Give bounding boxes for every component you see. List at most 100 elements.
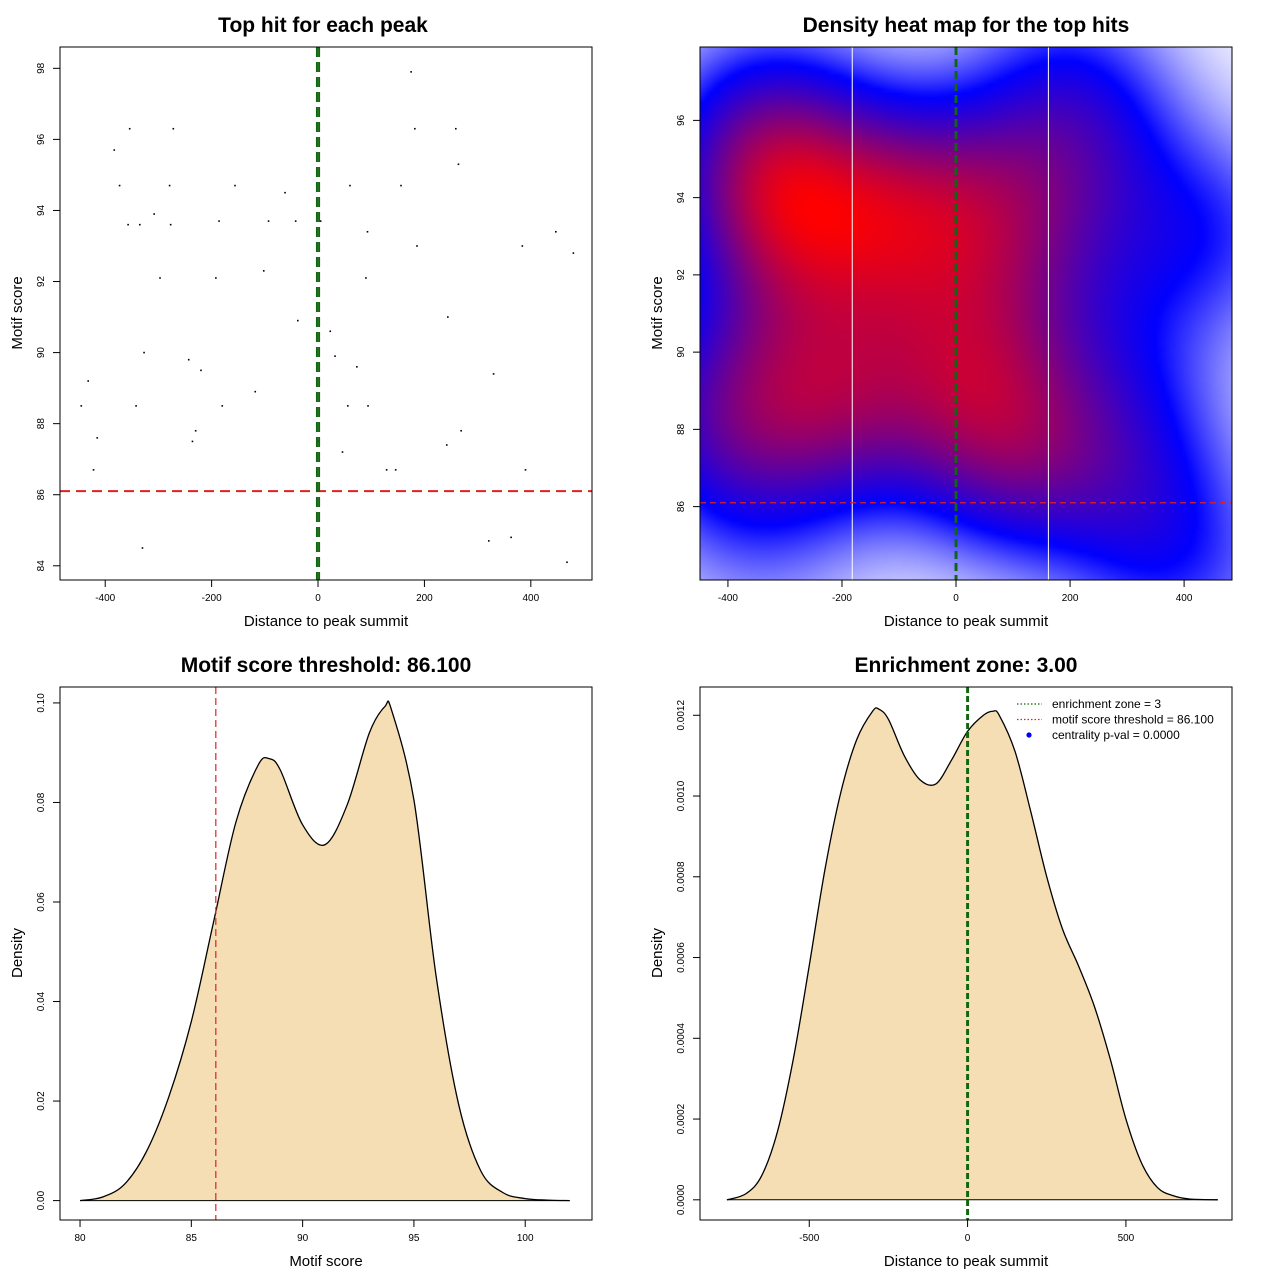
x-tick-label: -500 — [799, 1233, 819, 1244]
data-point — [153, 213, 155, 215]
data-point — [566, 561, 568, 564]
y-tick-label: 92 — [676, 269, 687, 281]
data-point — [457, 163, 460, 166]
data-point — [92, 469, 95, 471]
y-tick-label: 88 — [36, 418, 47, 430]
data-point — [221, 405, 224, 407]
x-tick-label: -200 — [202, 593, 222, 604]
data-point — [521, 245, 524, 247]
chart-title: Density heat map for the top hits — [803, 14, 1130, 37]
data-point — [128, 127, 131, 130]
y-tick-label: 96 — [676, 114, 687, 126]
data-point — [460, 429, 462, 432]
y-tick-label: 94 — [36, 204, 47, 216]
y-axis-label: Motif score — [649, 276, 666, 349]
heatmap-panel: -400 -200 0 200 400 86 88 90 92 94 96 Density heat … — [649, 14, 1233, 630]
data-point — [284, 191, 286, 194]
y-tick-label: 0.0002 — [676, 1103, 687, 1134]
data-point — [445, 444, 448, 446]
data-point — [267, 220, 270, 222]
plot-frame — [59, 686, 593, 1221]
data-point — [139, 223, 141, 226]
x-tick-label: 200 — [1062, 593, 1079, 604]
y-tick-label: 88 — [676, 423, 687, 435]
density-heatmap-image — [700, 47, 1232, 580]
y-tick-label: 92 — [36, 276, 47, 288]
y-tick-label: 0.00 — [36, 1190, 47, 1210]
data-point — [218, 220, 220, 222]
y-tick-label: 86 — [676, 501, 687, 513]
x-tick-label: 90 — [297, 1233, 309, 1244]
legend-label: enrichment zone = 3 — [1052, 697, 1161, 711]
x-tick-label: 0 — [965, 1233, 971, 1244]
y-tick-label: 0.02 — [36, 1091, 47, 1111]
data-point — [187, 358, 190, 361]
x-tick-label: -400 — [718, 593, 738, 604]
data-point — [194, 429, 197, 432]
x-tick-label: 400 — [1176, 593, 1193, 604]
y-tick-label: 0.0000 — [676, 1184, 687, 1215]
y-tick-label: 0.0004 — [676, 1023, 687, 1054]
data-point — [234, 184, 236, 187]
data-point — [319, 220, 322, 222]
data-point — [394, 469, 397, 471]
data-point — [572, 252, 575, 254]
density-curve — [79, 700, 570, 1202]
legend-label: centrality p-val = 0.0000 — [1052, 728, 1180, 742]
x-tick-label: 100 — [517, 1233, 534, 1244]
data-point — [347, 405, 349, 407]
y-tick-label: 96 — [36, 133, 47, 145]
x-tick-label: 80 — [74, 1233, 86, 1244]
data-point — [159, 277, 161, 279]
data-point — [80, 405, 83, 407]
data-point — [172, 127, 175, 130]
density-area — [726, 707, 1218, 1200]
chart-title: Top hit for each peak — [218, 14, 428, 37]
y-tick-label: 0.0012 — [676, 700, 687, 731]
data-point — [367, 405, 369, 407]
x-axis-label: Motif score — [289, 1253, 362, 1270]
y-tick-label: 86 — [36, 489, 47, 501]
legend-marker — [1026, 732, 1032, 738]
y-tick-label: 84 — [36, 560, 47, 572]
scatter-panel: -400 -200 0 200 400 84 86 88 90 92 94 96 98 Top hit f… — [9, 14, 593, 630]
data-point — [341, 451, 344, 453]
data-point — [168, 184, 171, 187]
x-tick-label: 95 — [408, 1233, 420, 1244]
data-point — [294, 220, 297, 222]
legend: enrichment zone = 3 motif score threshold… — [1017, 697, 1214, 742]
distance-density-panel: enrichment zone = 3 motif score threshold… — [649, 654, 1233, 1270]
data-point — [356, 366, 358, 368]
data-point — [113, 149, 116, 151]
data-point — [455, 127, 457, 130]
data-point — [191, 440, 194, 443]
data-point — [169, 223, 172, 226]
data-point — [334, 355, 336, 357]
data-point — [385, 469, 388, 471]
data-point — [524, 469, 527, 471]
x-tick-label: -200 — [832, 593, 852, 604]
data-point — [297, 319, 299, 322]
data-point — [127, 223, 129, 226]
x-tick-label: -400 — [95, 593, 115, 604]
y-tick-label: 0.0006 — [676, 942, 687, 973]
y-axis-label: Motif score — [9, 276, 26, 349]
y-tick-label: 0.04 — [36, 991, 47, 1011]
x-tick-label: 200 — [416, 593, 433, 604]
x-tick-label: 0 — [953, 593, 959, 604]
score-density-panel: 80 85 90 95 100 0.00 0.02 0.04 0.06 0.08 0.10 Motif… — [9, 654, 593, 1270]
data-point — [215, 277, 217, 279]
y-tick-label: 90 — [676, 346, 687, 358]
data-point — [510, 536, 512, 539]
y-tick-label: 90 — [36, 347, 47, 359]
y-tick-label: 0.06 — [36, 892, 47, 912]
data-point — [262, 270, 265, 272]
data-point — [135, 405, 137, 407]
legend-label: motif score threshold = 86.100 — [1052, 713, 1214, 727]
x-tick-label: 500 — [1118, 1233, 1135, 1244]
data-point — [555, 230, 557, 233]
data-point — [447, 316, 449, 318]
plot-frame — [699, 46, 1233, 581]
y-tick-label: 0.0010 — [676, 780, 687, 811]
